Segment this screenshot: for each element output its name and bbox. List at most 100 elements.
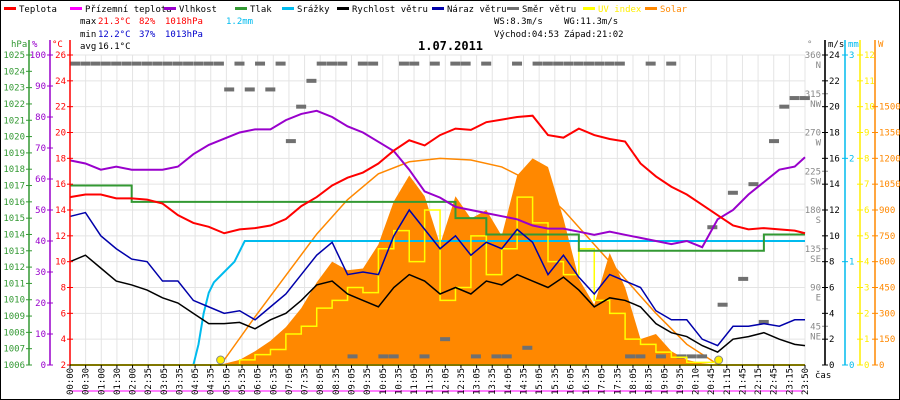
wind-axis-tick-label: 14 <box>829 180 840 190</box>
wind-dir-mark <box>203 61 214 66</box>
wind-dir-mark <box>100 61 111 66</box>
legend-swatch <box>432 7 444 10</box>
wind-dir-mark <box>512 61 523 66</box>
temperature-axis-tick-label: 20 <box>55 129 66 139</box>
wind-dir-mark <box>522 345 533 350</box>
legend-swatch <box>645 7 657 10</box>
wind-dir-mark <box>213 61 224 66</box>
wind-dir-mark <box>460 61 471 66</box>
wind-dir-mark <box>429 61 440 66</box>
wind-dir-mark <box>470 354 481 359</box>
chart-title: 1.07.2011 <box>418 39 483 53</box>
wind-dir-mark <box>193 61 204 66</box>
humidity-axis-tick-label: 100 <box>30 51 46 61</box>
direction-axis-unit: ° <box>807 40 812 50</box>
solar-axis-tick-label: 600 <box>879 258 895 268</box>
pressure-axis-tick-label: 1017 <box>3 182 25 192</box>
pressure-axis-tick-label: 1015 <box>3 214 25 224</box>
wind-axis-tick-label: 24 <box>829 51 840 61</box>
wind-dir-mark <box>357 61 368 66</box>
solar-axis-tick-label: 900 <box>879 206 895 216</box>
wind-axis-tick-label: 0 <box>829 361 834 371</box>
wind-dir-mark <box>296 104 307 109</box>
wind-dir-mark <box>727 190 738 195</box>
direction-axis-dir-label: N <box>816 61 821 71</box>
wind-dir-mark <box>758 319 769 324</box>
x-tick-label: 06:05 <box>254 368 264 395</box>
stats-min-hum: 37% <box>139 30 156 40</box>
wind-dir-mark <box>697 354 708 359</box>
humidity-axis-tick-label: 20 <box>35 299 46 309</box>
solar-axis-tick-label: 450 <box>879 284 895 294</box>
temperature-axis-tick-label: 6 <box>61 309 66 319</box>
rain-axis-tick-label: 1 <box>849 258 854 268</box>
stats-block: max 21.3°C 82% 1018hPa 1.2mm min 12.2°C … <box>80 17 624 52</box>
stats-max-hum: 82% <box>139 17 156 27</box>
direction-axis-tick-label: 315 <box>805 90 821 100</box>
stats-sunset: Západ:21:02 <box>564 30 624 40</box>
temperature-axis-tick-label: 18 <box>55 154 66 164</box>
x-tick-label: 14:05 <box>504 368 514 395</box>
x-tick-label: 23:50 <box>801 368 811 395</box>
direction-axis-tick-label: 90 <box>810 284 821 294</box>
humidity-axis-tick-label: 0 <box>41 361 46 371</box>
pressure-axis-tick-label: 1018 <box>3 165 25 175</box>
pressure-axis-tick-label: 1022 <box>3 100 25 110</box>
wind-dir-mark <box>409 61 420 66</box>
wind-axis-tick-label: 10 <box>829 232 840 242</box>
stats-min-temp: 12.2°C <box>98 30 131 40</box>
rain-axis-tick-label: 2 <box>849 154 854 164</box>
temperature-axis-tick-label: 10 <box>55 258 66 268</box>
x-tick-label: 09:05 <box>347 368 357 395</box>
legend-label: Přízemní teplota <box>85 5 172 15</box>
x-tick-label: 15:05 <box>535 368 545 395</box>
axes-layer: hPa1006100710081009101010111012101310141… <box>3 40 900 371</box>
wind-dir-mark <box>573 61 584 66</box>
direction-axis-dir-label: S <box>816 216 821 226</box>
direction-axis-tick-label: 45 <box>810 322 821 332</box>
x-tick-label: 14:35 <box>520 368 530 395</box>
x-tick-label: 18:05 <box>629 368 639 395</box>
x-tick-label: 11:05 <box>410 368 420 395</box>
temperature-axis-tick-label: 24 <box>55 77 66 87</box>
stats-max-temp: 21.3°C <box>98 17 131 27</box>
pressure-axis-tick-label: 1007 <box>3 345 25 355</box>
humidity-axis-tick-label: 40 <box>35 237 46 247</box>
series-layer <box>69 61 810 392</box>
wind-dir-mark <box>152 61 163 66</box>
stats-max-press: 1018hPa <box>165 17 203 27</box>
x-tick-label: 10:05 <box>379 368 389 395</box>
x-tick-label: 03:05 <box>160 368 170 395</box>
direction-axis-dir-label: W <box>816 139 822 149</box>
humidity-axis-tick-label: 60 <box>35 175 46 185</box>
legend-swatch <box>235 7 247 10</box>
legend-swatch <box>4 7 16 10</box>
stats-min-label: min <box>80 30 96 40</box>
wind-dir-mark <box>80 61 91 66</box>
x-tick-label: 16:35 <box>582 368 592 395</box>
direction-axis-tick-label: 270 <box>805 129 821 139</box>
wind-speed-line <box>69 254 806 353</box>
x-tick-label: 01:00 <box>97 368 107 395</box>
uv-axis-tick-label: 4 <box>864 258 869 268</box>
wind-dir-mark <box>172 61 183 66</box>
x-tick-label: 06:35 <box>269 368 279 395</box>
pressure-axis-tick-label: 1023 <box>3 84 25 94</box>
solar-axis-tick-label: 1500 <box>879 103 900 113</box>
wind-dir-mark <box>501 354 512 359</box>
wind-dir-mark <box>378 354 389 359</box>
x-tick-label: 20:45 <box>707 368 717 395</box>
temperature-axis-unit: °C <box>52 40 63 50</box>
humidity-axis-tick-label: 80 <box>35 113 46 123</box>
uv-axis-tick-label: 6 <box>864 206 869 216</box>
temperature-axis-tick-label: 8 <box>61 284 66 294</box>
x-tick-label: 08:05 <box>316 368 326 395</box>
wind-dir-mark <box>542 61 553 66</box>
solar-axis-tick-label: 300 <box>879 309 895 319</box>
pressure-axis-tick-label: 1014 <box>3 230 25 240</box>
humidity-axis-tick-label: 10 <box>35 330 46 340</box>
wind-dir-mark <box>779 104 790 109</box>
x-tick-label: 16:05 <box>566 368 576 395</box>
x-axis-label: čas <box>815 370 831 381</box>
x-tick-label: 13:05 <box>473 368 483 395</box>
